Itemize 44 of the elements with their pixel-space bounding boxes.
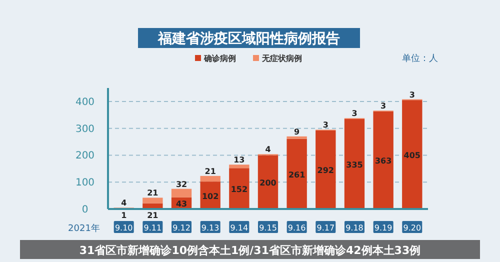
y-tick-label: 0	[82, 204, 88, 216]
data-label: 43	[176, 200, 188, 209]
data-label: 9	[294, 127, 300, 136]
data-label: 335	[346, 160, 364, 170]
y-tick-label: 300	[75, 124, 95, 135]
data-label: 13	[234, 156, 245, 165]
data-label: 3	[380, 102, 386, 111]
x-tick-label: 9.10	[114, 224, 133, 232]
legend-label: 无症状病例	[261, 54, 302, 63]
x-tick-label: 9.13	[201, 224, 220, 232]
data-label: 21	[147, 188, 159, 198]
data-label: 21	[204, 166, 216, 176]
data-label: 21	[147, 211, 159, 220]
x-tick-label: 9.12	[172, 224, 190, 232]
text: 单位：人	[402, 53, 438, 64]
legend-label: 确诊病例	[203, 54, 236, 63]
data-label: 405	[404, 151, 421, 160]
x-axis-title: 2021年	[68, 223, 100, 234]
data-label: 102	[202, 192, 219, 201]
data-label: 4	[265, 145, 272, 154]
y-tick-label: 400	[75, 96, 95, 108]
data-label: 1	[121, 211, 128, 220]
y-tick-label: 200	[75, 150, 95, 162]
data-label: 3	[352, 109, 358, 118]
x-tick-label: 9.15	[259, 224, 277, 232]
data-label: 4	[121, 198, 128, 208]
x-tick-label: 9.18	[346, 224, 364, 232]
data-label: 32	[176, 180, 188, 189]
data-label: 3	[409, 90, 415, 100]
data-label: 152	[230, 185, 248, 194]
x-tick-label: 9.20	[403, 224, 422, 232]
x-tick-label: 9.17	[316, 224, 335, 232]
text: 31省区市新增确诊10例含本土1例/31省区市新增确诊42例本土33例	[79, 244, 421, 257]
data-label: 363	[374, 156, 392, 166]
x-tick-label: 9.14	[230, 224, 248, 232]
data-label: 200	[260, 178, 277, 188]
x-tick-label: 9.19	[374, 224, 392, 232]
data-label: 261	[288, 170, 306, 180]
data-label: 3	[322, 120, 328, 130]
x-tick-label: 9.16	[288, 224, 306, 232]
y-tick-label: 100	[75, 178, 95, 189]
data-label: 292	[317, 166, 334, 176]
chart-title: 福建省涉疫区域阳性病例报告	[157, 30, 340, 47]
x-tick-label: 9.11	[144, 224, 162, 232]
